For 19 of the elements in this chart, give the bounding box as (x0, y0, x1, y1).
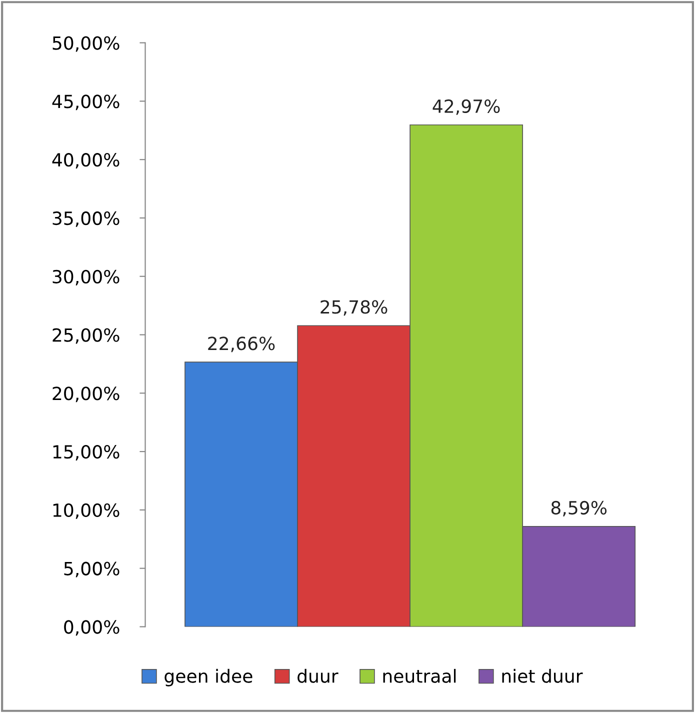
legend-label: neutraal (383, 668, 456, 683)
y-tick-label: 45,00% (52, 94, 120, 110)
y-tick-label: 35,00% (52, 211, 120, 227)
y-tick-label: 20,00% (52, 386, 120, 402)
data-label: 22,66% (208, 336, 275, 352)
y-tick-label: 5,00% (64, 562, 120, 578)
legend-label: niet duur (502, 668, 583, 683)
y-tick-label: 40,00% (52, 153, 120, 169)
legend-label: duur (298, 668, 338, 683)
data-label: 8,59% (551, 500, 607, 516)
data-label: 42,97% (432, 99, 500, 115)
y-tick-label: 30,00% (52, 270, 120, 286)
y-tick-label: 10,00% (53, 503, 120, 519)
y-tick-label: 50,00% (52, 36, 120, 52)
y-tick-label: 15,00% (53, 445, 120, 460)
y-tick-label: 25,00% (52, 328, 120, 344)
data-label: 25,78% (320, 300, 388, 316)
legend-label: geen idee (164, 668, 252, 686)
y-tick-label: 0,00% (64, 620, 120, 636)
